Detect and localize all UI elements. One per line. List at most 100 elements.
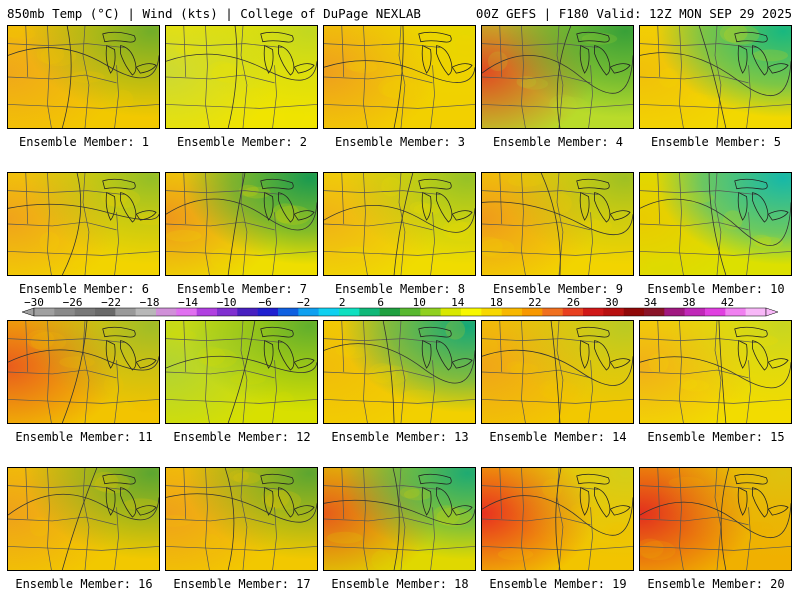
colorbar-segment	[400, 308, 421, 316]
ensemble-member-label: Ensemble Member: 10	[647, 282, 785, 296]
ensemble-map-panel	[323, 25, 476, 129]
temperature-field-map	[166, 173, 317, 275]
temperature-field-map	[482, 321, 633, 423]
ensemble-map-panel	[7, 467, 160, 571]
colorbar-tick-label: 18	[490, 296, 503, 309]
colorbar-segment	[176, 308, 197, 316]
colorbar-segment	[318, 308, 340, 316]
ensemble-member-label: Ensemble Member: 3	[334, 135, 466, 149]
temperature-field-map	[640, 173, 791, 275]
colorbar-tick-label: 34	[644, 296, 658, 309]
temperature-field-map	[482, 468, 633, 570]
colorbar-segment	[237, 308, 258, 316]
colorbar-segment	[461, 308, 482, 316]
ensemble-map-panel	[165, 467, 318, 571]
colorbar-tick-label: −18	[140, 296, 160, 309]
ensemble-map-panel	[165, 172, 318, 276]
colorbar-tick-label: 26	[567, 296, 580, 309]
ensemble-map-panel	[639, 320, 792, 424]
colorbar-tick-label: 22	[528, 296, 541, 309]
ensemble-member-label: Ensemble Member: 7	[176, 282, 308, 296]
ensemble-map-panel	[481, 25, 634, 129]
colorbar-segment	[562, 308, 584, 316]
temperature-field-map	[324, 321, 475, 423]
ensemble-member-label: Ensemble Member: 6	[18, 282, 150, 296]
run-valid-time: 00Z GEFS | F180 Valid: 12Z MON SEP 29 20…	[475, 6, 792, 21]
temperature-field-map	[640, 468, 791, 570]
colorbar-tick-label: −30	[24, 296, 44, 309]
ensemble-map-panel	[639, 25, 792, 129]
temperature-field-map	[8, 26, 159, 128]
colorbar-segment	[644, 308, 665, 316]
colorbar-segment	[115, 308, 136, 316]
ensemble-member-label: Ensemble Member: 16	[15, 577, 153, 591]
ensemble-member-label: Ensemble Member: 5	[650, 135, 782, 149]
colorbar-segment	[379, 308, 401, 316]
temperature-field-map	[166, 26, 317, 128]
colorbar-segment	[705, 308, 726, 316]
colorbar-segment	[278, 308, 299, 316]
colorbar-tick-label: −6	[259, 296, 272, 309]
colorbar-graphic: −30 −26 −22 −18 −14 −10 −6 −2 2 6 10 14 18 22 26 30 34 38…	[21, 296, 779, 317]
colorbar-segment	[745, 308, 767, 316]
ensemble-member-label: Ensemble Member: 11	[15, 430, 153, 444]
ensemble-member-label: Ensemble Member: 9	[492, 282, 624, 296]
temperature-field-map	[640, 321, 791, 423]
colorbar-right-arrow	[765, 307, 779, 317]
temperature-field-map	[8, 321, 159, 423]
temperature-field-map	[324, 173, 475, 275]
colorbar-tick-label: 38	[682, 296, 695, 309]
ensemble-member-label: Ensemble Member: 12	[173, 430, 311, 444]
colorbar-tick-label: 14	[451, 296, 465, 309]
colorbar-segment	[623, 308, 645, 316]
ensemble-map-panel	[7, 320, 160, 424]
temperature-field-map	[166, 321, 317, 423]
ensemble-member-label: Ensemble Member: 17	[173, 577, 311, 591]
colorbar-segment	[54, 308, 75, 316]
colorbar-left-arrow	[21, 307, 35, 317]
ensemble-member-label: Ensemble Member: 4	[492, 135, 624, 149]
temperature-field-map	[324, 26, 475, 128]
ensemble-member-label: Ensemble Member: 20	[647, 577, 785, 591]
ensemble-member-label: Ensemble Member: 2	[176, 135, 308, 149]
colorbar-tick-label: −26	[63, 296, 83, 309]
ensemble-map-panel	[481, 320, 634, 424]
colorbar-segment	[684, 308, 706, 316]
ensemble-map-panel	[7, 172, 160, 276]
colorbar-tick-label: 2	[339, 296, 346, 309]
ensemble-map-panel	[323, 320, 476, 424]
temperature-field-map	[482, 173, 633, 275]
ensemble-map-panel	[639, 467, 792, 571]
ensemble-member-label: Ensemble Member: 19	[489, 577, 627, 591]
temperature-field-map	[640, 26, 791, 128]
ensemble-map-panel	[165, 320, 318, 424]
ensemble-member-label: Ensemble Member: 8	[334, 282, 466, 296]
colorbar-segment	[74, 308, 96, 316]
colorbar-segment	[34, 308, 55, 316]
colorbar-segment	[542, 308, 563, 316]
colorbar-segment	[481, 308, 502, 316]
colorbar-segment	[196, 308, 218, 316]
colorbar-tick-label: −22	[101, 296, 121, 309]
temperature-colorbar: −30 −26 −22 −18 −14 −10 −6 −2 2 6 10 14 18 22 26 30 34 38…	[0, 296, 800, 318]
ensemble-map-panel	[165, 25, 318, 129]
colorbar-segment	[135, 308, 157, 316]
colorbar-segment	[217, 308, 238, 316]
chart-title: 850mb Temp (°C) | Wind (kts) | College o…	[7, 6, 421, 21]
colorbar-tick-label: 6	[377, 296, 384, 309]
ensemble-member-label: Ensemble Member: 18	[331, 577, 469, 591]
colorbar-segment	[501, 308, 523, 316]
temperature-field-map	[166, 468, 317, 570]
colorbar-segment	[603, 308, 624, 316]
colorbar-segment	[583, 308, 604, 316]
ensemble-map-panel	[481, 467, 634, 571]
colorbar-segment	[522, 308, 543, 316]
ensemble-map-panel	[639, 172, 792, 276]
colorbar-segment	[156, 308, 177, 316]
temperature-field-map	[482, 26, 633, 128]
ensemble-map-panel	[323, 172, 476, 276]
temperature-field-map	[8, 468, 159, 570]
colorbar-segment	[420, 308, 441, 316]
ensemble-member-label: Ensemble Member: 13	[331, 430, 469, 444]
colorbar-segment	[359, 308, 380, 316]
